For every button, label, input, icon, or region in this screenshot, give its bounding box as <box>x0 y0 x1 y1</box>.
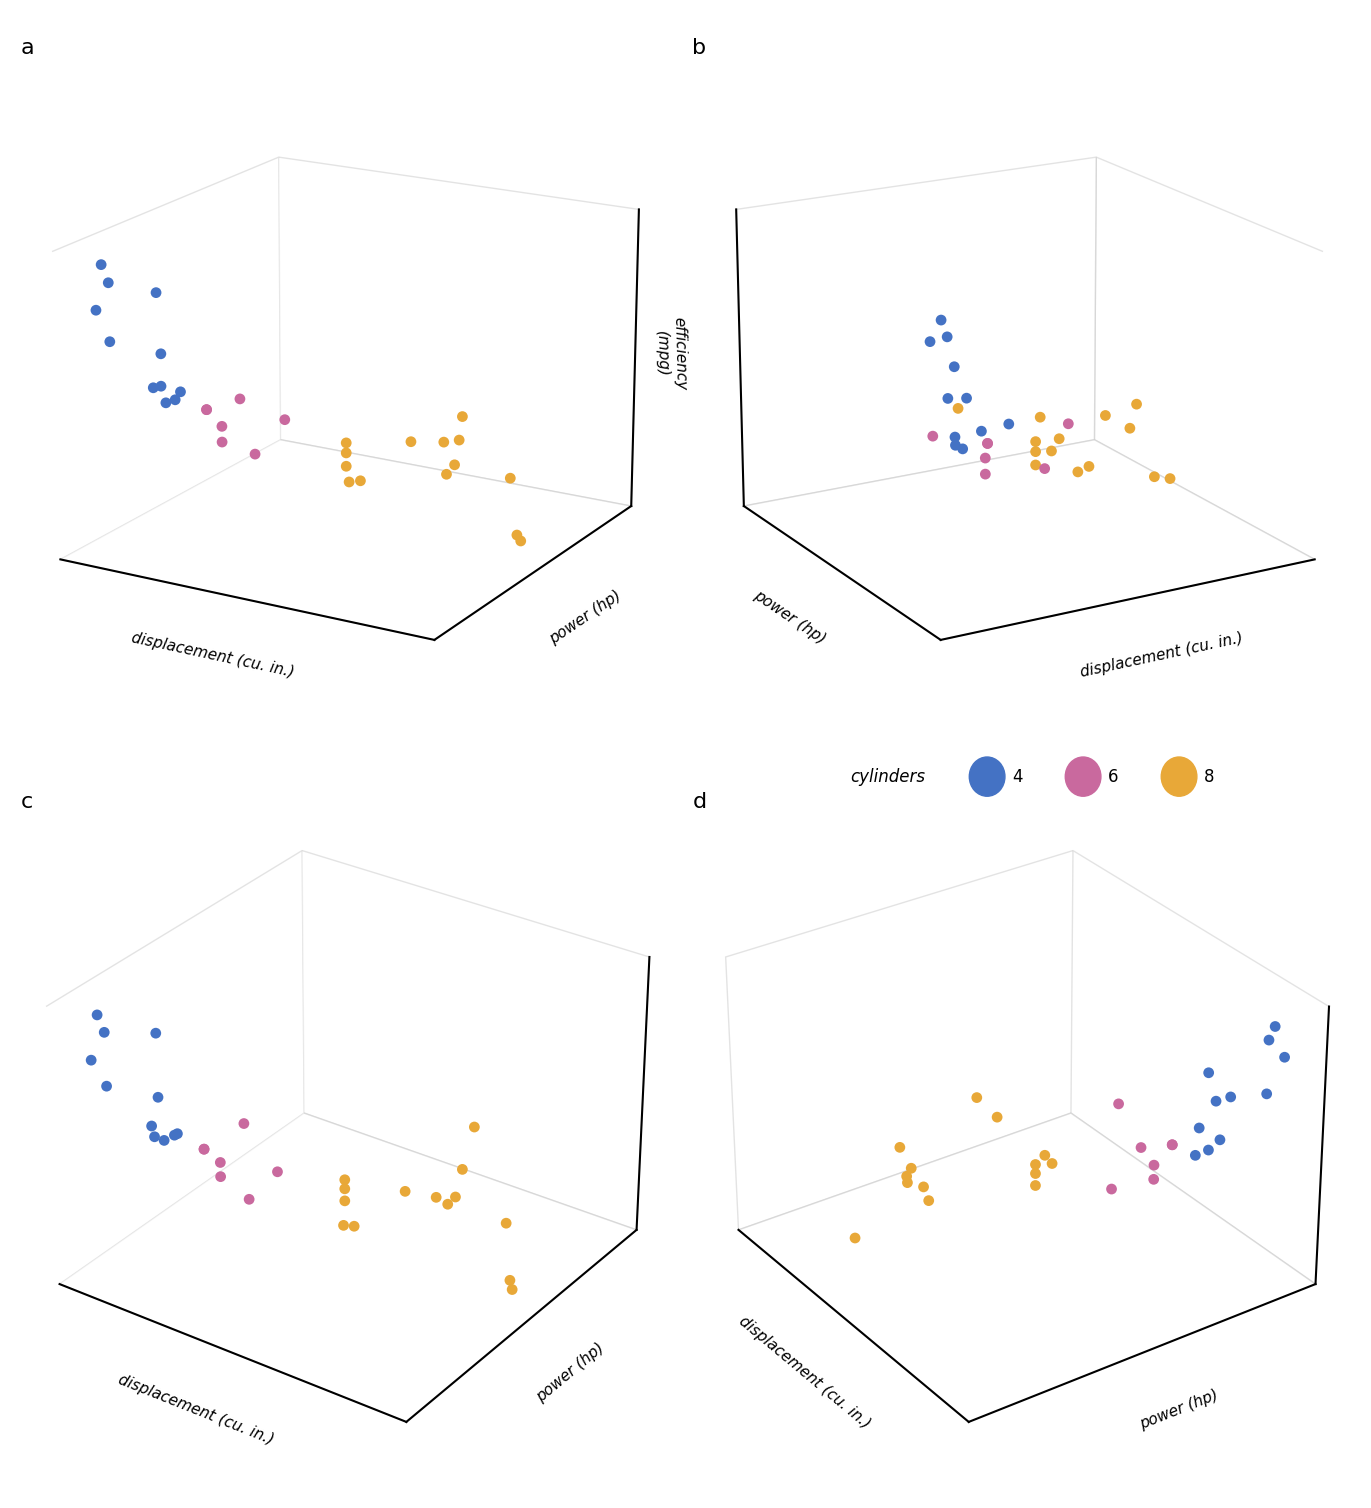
X-axis label: displacement (cu. in.): displacement (cu. in.) <box>130 630 296 680</box>
Y-axis label: power (hp): power (hp) <box>547 588 624 647</box>
X-axis label: displacement (cu. in.): displacement (cu. in.) <box>115 1372 276 1448</box>
Text: a: a <box>21 38 34 57</box>
Text: cylinders: cylinders <box>850 768 925 786</box>
Text: c: c <box>21 792 33 811</box>
Y-axis label: power (hp): power (hp) <box>1138 1387 1220 1433</box>
Text: d: d <box>692 792 706 811</box>
Text: 8: 8 <box>1204 768 1215 786</box>
X-axis label: displacement (cu. in.): displacement (cu. in.) <box>1079 630 1245 680</box>
Text: 4: 4 <box>1012 768 1023 786</box>
Y-axis label: power (hp): power (hp) <box>751 588 828 647</box>
Text: b: b <box>692 38 706 57</box>
Text: 6: 6 <box>1108 768 1119 786</box>
Y-axis label: power (hp): power (hp) <box>533 1341 607 1405</box>
X-axis label: displacement (cu. in.): displacement (cu. in.) <box>736 1313 873 1431</box>
